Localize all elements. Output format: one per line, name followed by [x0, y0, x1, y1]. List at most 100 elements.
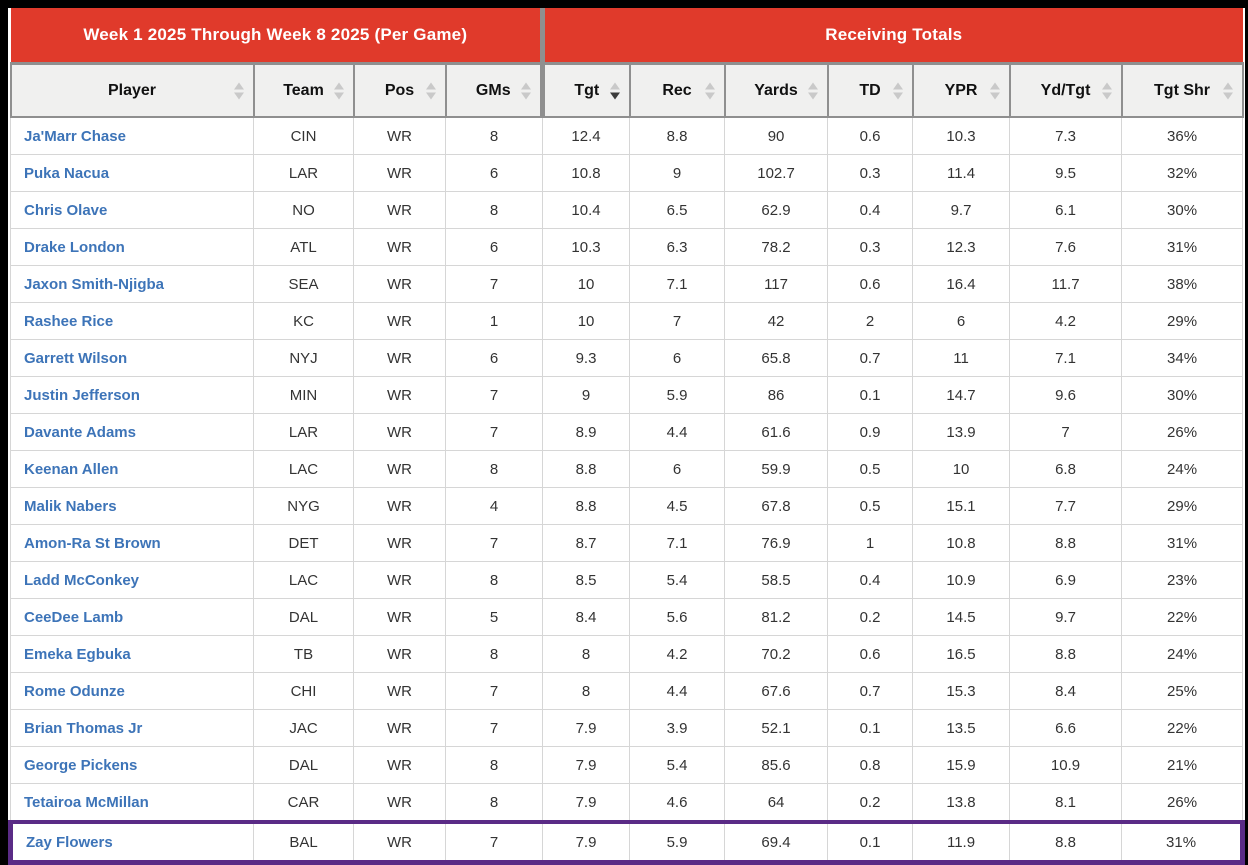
- column-header-yards[interactable]: Yards: [723, 62, 829, 118]
- sort-arrows: [1222, 82, 1233, 99]
- sort-desc-icon: [704, 92, 715, 99]
- cell-yards: 52.1: [724, 709, 829, 747]
- cell-tgt: 7.9: [542, 709, 631, 747]
- cell-player: Zay Flowers: [8, 820, 254, 865]
- column-header-team[interactable]: Team: [252, 62, 355, 118]
- column-header-ydtgt[interactable]: Yd/Tgt: [1008, 62, 1123, 118]
- player-link[interactable]: Ladd McConkey: [24, 571, 140, 589]
- column-label-td: TD: [859, 81, 881, 99]
- player-link[interactable]: Emeka Egbuka: [24, 645, 131, 663]
- sort-desc-icon: [521, 92, 532, 99]
- cell-tgtshr: 34%: [1121, 339, 1244, 377]
- cell-ypr: 13.8: [912, 783, 1011, 823]
- cell-player: Drake London: [10, 228, 254, 266]
- player-link[interactable]: Rashee Rice: [24, 312, 114, 330]
- column-header-tgt[interactable]: Tgt: [540, 62, 631, 118]
- player-link[interactable]: Zay Flowers: [26, 833, 113, 851]
- column-header-gms[interactable]: GMs: [444, 62, 544, 118]
- column-header-tgtshr[interactable]: Tgt Shr: [1120, 62, 1244, 118]
- cell-player: Ladd McConkey: [10, 561, 254, 599]
- cell-td: 0.1: [827, 709, 914, 747]
- cell-tgt: 7.9: [542, 746, 631, 784]
- cell-gms: 8: [444, 746, 544, 784]
- player-link[interactable]: Garrett Wilson: [24, 349, 128, 367]
- player-link[interactable]: Amon-Ra St Brown: [24, 534, 161, 552]
- cell-rec: 4.5: [629, 487, 726, 525]
- cell-player: Rashee Rice: [10, 302, 254, 340]
- sort-asc-icon: [233, 82, 244, 89]
- cell-td: 0.4: [827, 191, 914, 229]
- cell-ydtgt: 10.9: [1009, 746, 1123, 784]
- player-link[interactable]: CeeDee Lamb: [24, 608, 124, 626]
- cell-td: 0.6: [827, 265, 914, 303]
- cell-td: 0.2: [827, 783, 914, 823]
- cell-tgt: 10.8: [542, 154, 631, 192]
- cell-ydtgt: 8.8: [1009, 820, 1123, 865]
- column-label-ypr: YPR: [944, 81, 978, 99]
- cell-tgt: 9.3: [542, 339, 631, 377]
- cell-gms: 5: [444, 598, 544, 636]
- cell-gms: 8: [444, 450, 544, 488]
- banner-row: Week 1 2025 Through Week 8 2025 (Per Gam…: [10, 8, 1243, 65]
- player-link[interactable]: George Pickens: [24, 756, 138, 774]
- player-link[interactable]: Chris Olave: [24, 201, 108, 219]
- column-header-pos[interactable]: Pos: [352, 62, 447, 118]
- sort-desc-icon: [1101, 92, 1112, 99]
- column-header-rec[interactable]: Rec: [628, 62, 726, 118]
- cell-ypr: 10.9: [912, 561, 1011, 599]
- player-link[interactable]: Davante Adams: [24, 423, 136, 441]
- sort-asc-icon: [989, 82, 1000, 89]
- cell-td: 0.1: [827, 376, 914, 414]
- sort-arrows: [807, 82, 818, 99]
- cell-rec: 3.9: [629, 709, 726, 747]
- cell-pos: WR: [353, 561, 446, 599]
- cell-team: BAL: [253, 820, 354, 865]
- cell-pos: WR: [353, 783, 446, 823]
- column-header-td[interactable]: TD: [826, 62, 914, 118]
- cell-player: Davante Adams: [10, 413, 254, 451]
- cell-td: 0.6: [827, 116, 914, 155]
- player-link[interactable]: Drake London: [24, 238, 125, 256]
- cell-ydtgt: 8.1: [1009, 783, 1123, 823]
- player-link[interactable]: Keenan Allen: [24, 460, 119, 478]
- cell-team: SEA: [253, 265, 354, 303]
- cell-pos: WR: [353, 228, 446, 266]
- cell-gms: 6: [444, 339, 544, 377]
- player-link[interactable]: Jaxon Smith-Njigba: [24, 275, 165, 293]
- cell-rec: 4.4: [629, 413, 726, 451]
- player-link[interactable]: Ja'Marr Chase: [24, 127, 126, 145]
- cell-tgt: 9: [542, 376, 631, 414]
- cell-rec: 6: [629, 339, 726, 377]
- player-link[interactable]: Rome Odunze: [24, 682, 125, 700]
- cell-pos: WR: [353, 413, 446, 451]
- cell-tgt: 8.4: [542, 598, 631, 636]
- cell-team: LAC: [253, 450, 354, 488]
- cell-td: 0.5: [827, 450, 914, 488]
- cell-rec: 7.1: [629, 524, 726, 562]
- column-header-ypr[interactable]: YPR: [911, 62, 1011, 118]
- cell-yards: 64: [724, 783, 829, 823]
- table-row: Ladd McConkey LAC WR 8 8.5 5.4 58.5 0.4 10.9 6.9 2…: [10, 561, 1244, 599]
- cell-rec: 5.6: [629, 598, 726, 636]
- table-row: Malik Nabers NYG WR 4 8.8 4.5 67.8 0.5 15.1 7.7 29…: [10, 487, 1244, 525]
- player-link[interactable]: Puka Nacua: [24, 164, 110, 182]
- column-header-player[interactable]: Player: [9, 62, 255, 118]
- cell-tgtshr: 32%: [1121, 154, 1244, 192]
- player-link[interactable]: Justin Jefferson: [24, 386, 140, 404]
- player-link[interactable]: Malik Nabers: [24, 497, 117, 515]
- cell-tgt: 8.7: [542, 524, 631, 562]
- sort-arrows: [425, 82, 436, 99]
- cell-rec: 4.4: [629, 672, 726, 710]
- cell-tgtshr: 31%: [1121, 228, 1244, 266]
- cell-ydtgt: 6.8: [1009, 450, 1123, 488]
- cell-gms: 7: [444, 265, 544, 303]
- table-row: CeeDee Lamb DAL WR 5 8.4 5.6 81.2 0.2 14.5 9.7 22%: [10, 598, 1244, 636]
- sort-desc-icon: [989, 92, 1000, 99]
- cell-td: 0.9: [827, 413, 914, 451]
- cell-team: LAR: [253, 154, 354, 192]
- player-link[interactable]: Tetairoa McMillan: [24, 793, 149, 811]
- player-link[interactable]: Brian Thomas Jr: [24, 719, 143, 737]
- sort-arrows: [233, 82, 244, 99]
- sort-desc-icon: [1222, 92, 1233, 99]
